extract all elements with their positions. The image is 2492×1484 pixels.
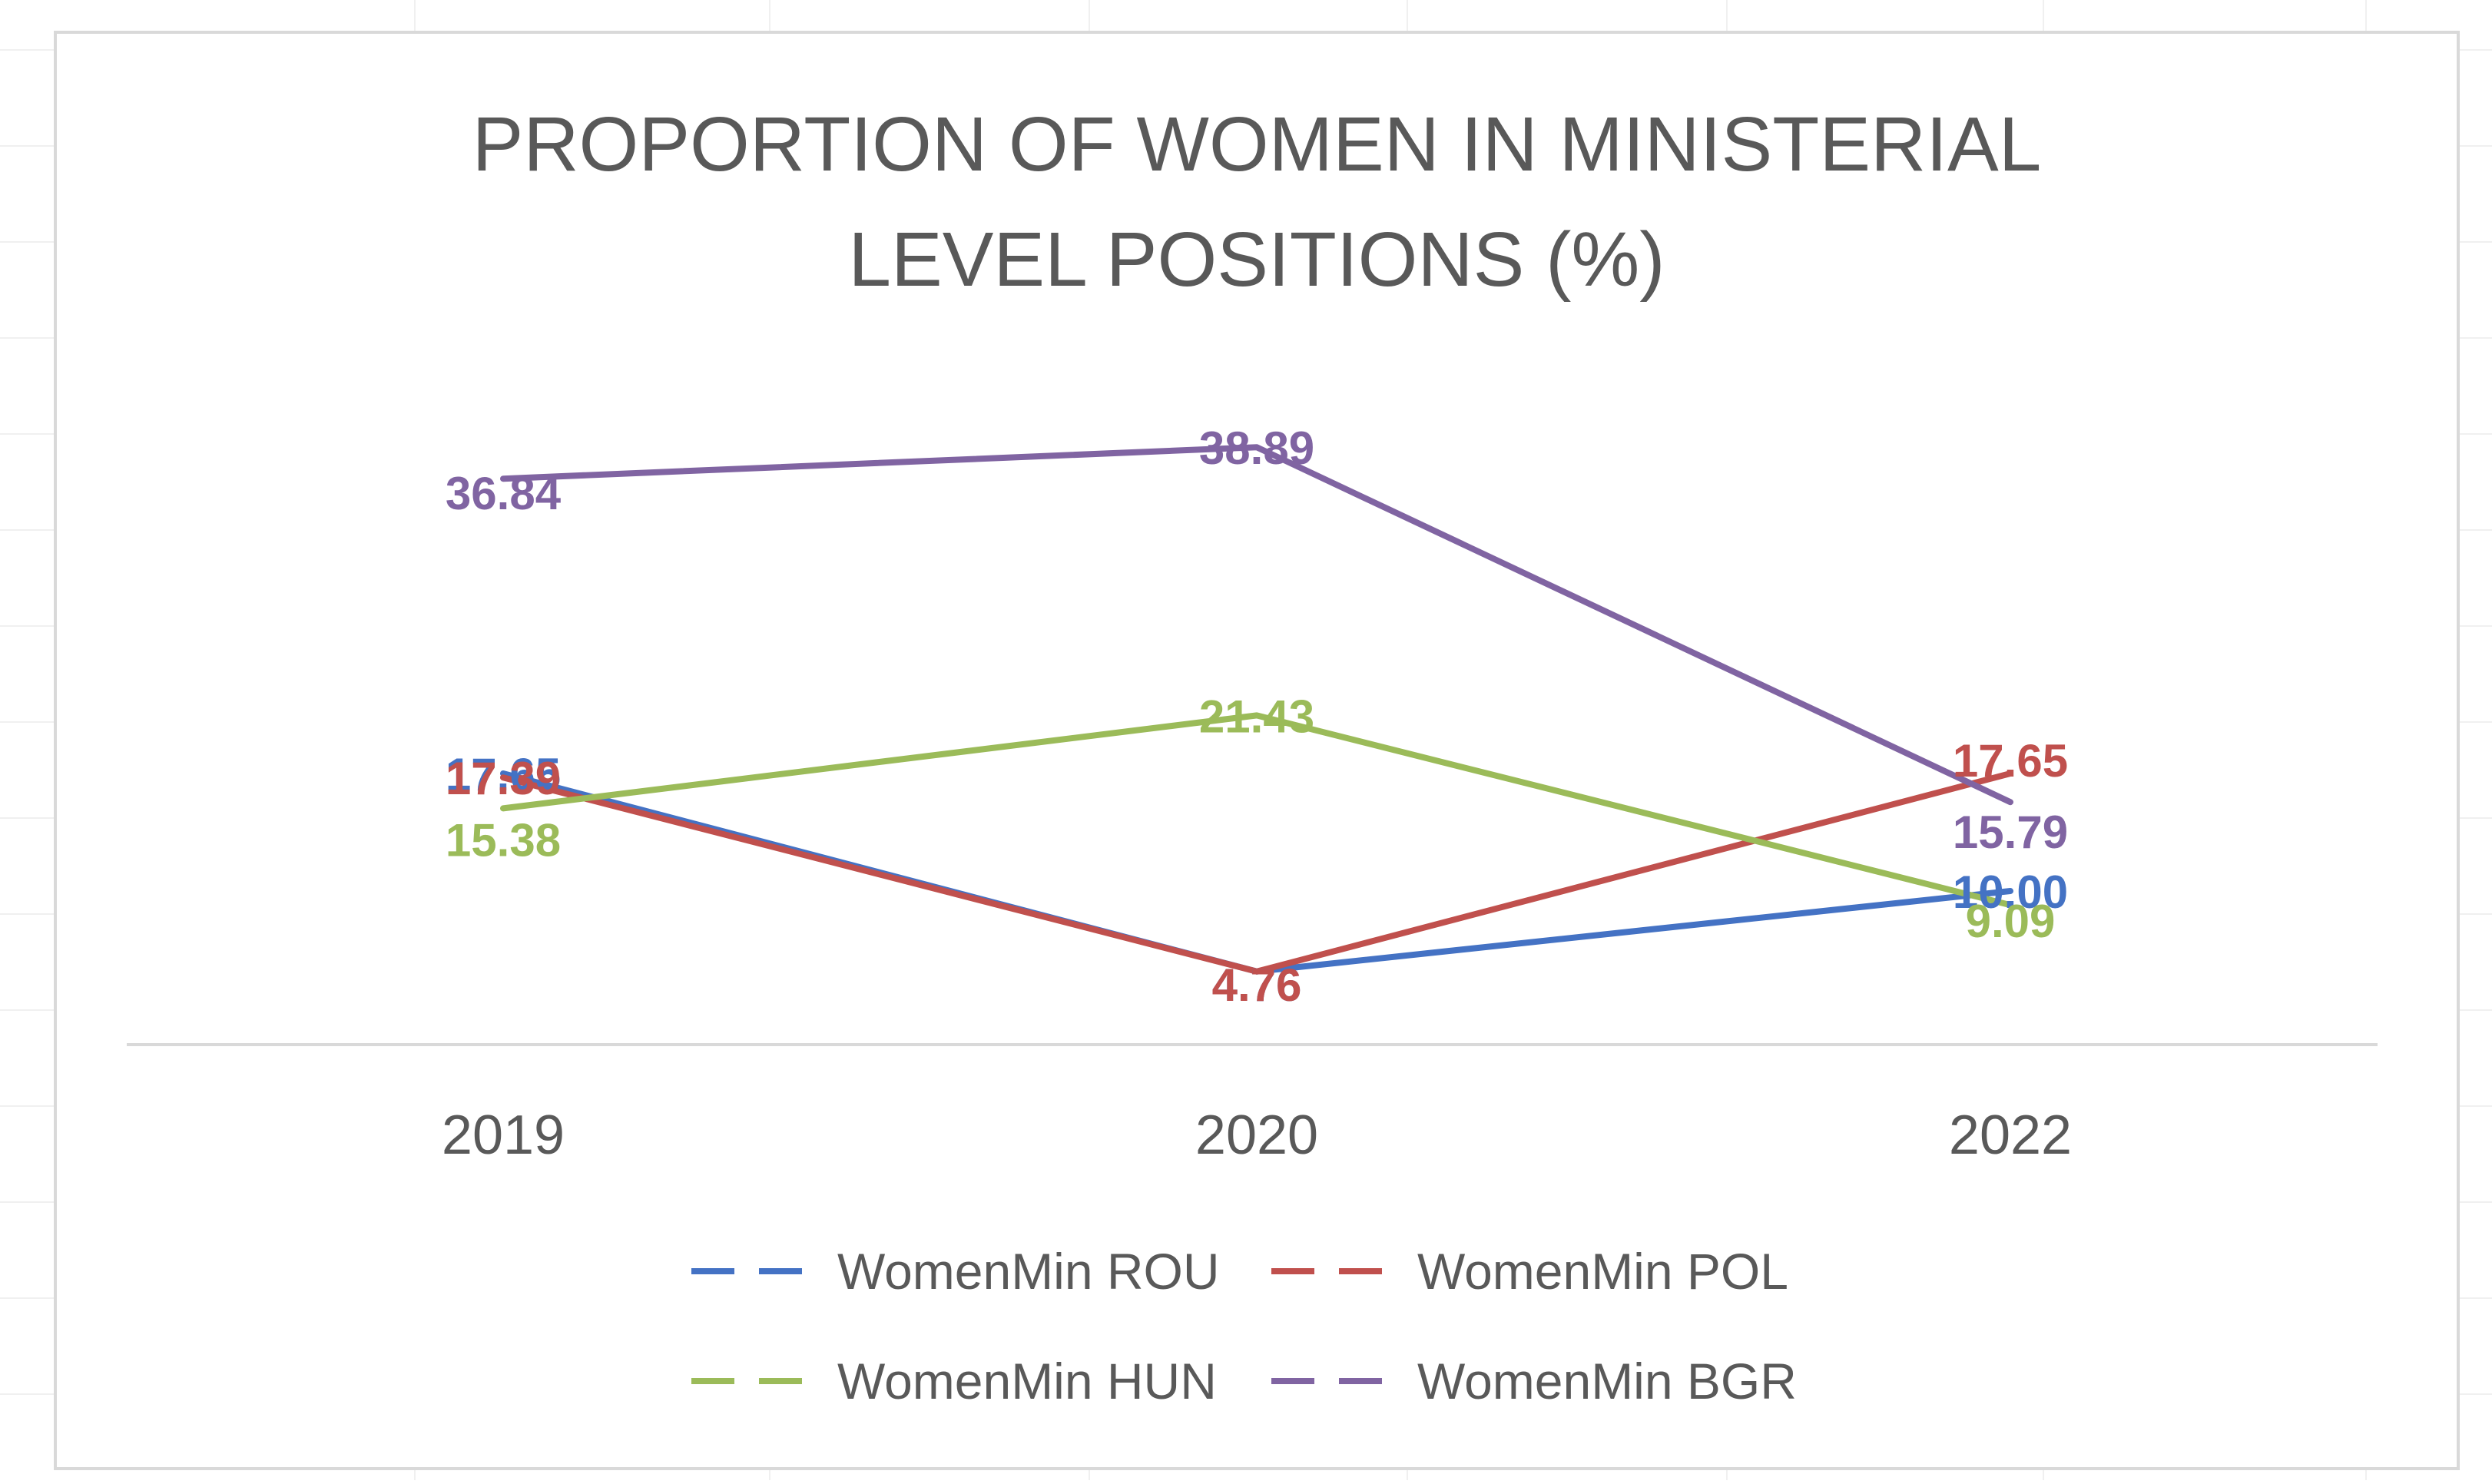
chart-title-line-1: PROPORTION OF WOMEN IN MINISTERIAL — [472, 101, 2042, 187]
legend: WomenMin ROU WomenMin POL WomenMin HUN W… — [691, 1243, 1797, 1409]
data-labels: 17.654.7610.0017.394.7617.6515.3821.439.… — [446, 422, 2068, 1011]
chart-title-line-2: LEVEL POSITIONS (%) — [848, 217, 1665, 303]
data-label-bgr: 15.79 — [1953, 807, 2068, 858]
series-lines — [500, 444, 2013, 975]
data-label-rou: 4.76 — [1212, 959, 1302, 1011]
legend-item-pol[interactable]: WomenMin POL — [1271, 1243, 1788, 1300]
data-label-pol: 4.76 — [1212, 959, 1302, 1011]
x-tick-label: 2022 — [1949, 1105, 2072, 1166]
data-label-rou: 10.00 — [1953, 866, 2068, 918]
chart-frame — [54, 31, 2460, 1470]
x-tick-label: 2019 — [442, 1105, 565, 1166]
data-label-bgr: 36.84 — [446, 468, 562, 519]
data-label-bgr: 38.89 — [1199, 422, 1314, 474]
data-label-hun: 15.38 — [446, 814, 561, 866]
x-tick-label: 2020 — [1195, 1105, 1318, 1166]
legend-item-rou[interactable]: WomenMin ROU — [691, 1243, 1220, 1300]
data-label-pol: 17.65 — [1953, 735, 2068, 787]
legend-label-bgr: WomenMin BGR — [1417, 1353, 1797, 1409]
data-label-hun: 9.09 — [1966, 896, 2056, 947]
data-label-hun: 21.43 — [1199, 691, 1314, 742]
data-label-pol: 17.39 — [446, 753, 561, 804]
series-line-bgr[interactable] — [500, 444, 2013, 806]
legend-label-rou: WomenMin ROU — [837, 1243, 1220, 1300]
legend-label-pol: WomenMin POL — [1417, 1243, 1788, 1300]
legend-label-hun: WomenMin HUN — [837, 1353, 1217, 1409]
legend-item-bgr[interactable]: WomenMin BGR — [1271, 1353, 1797, 1409]
legend-item-hun[interactable]: WomenMin HUN — [691, 1353, 1217, 1409]
data-label-rou: 17.65 — [446, 749, 561, 800]
series-line-hun[interactable] — [500, 712, 2013, 909]
